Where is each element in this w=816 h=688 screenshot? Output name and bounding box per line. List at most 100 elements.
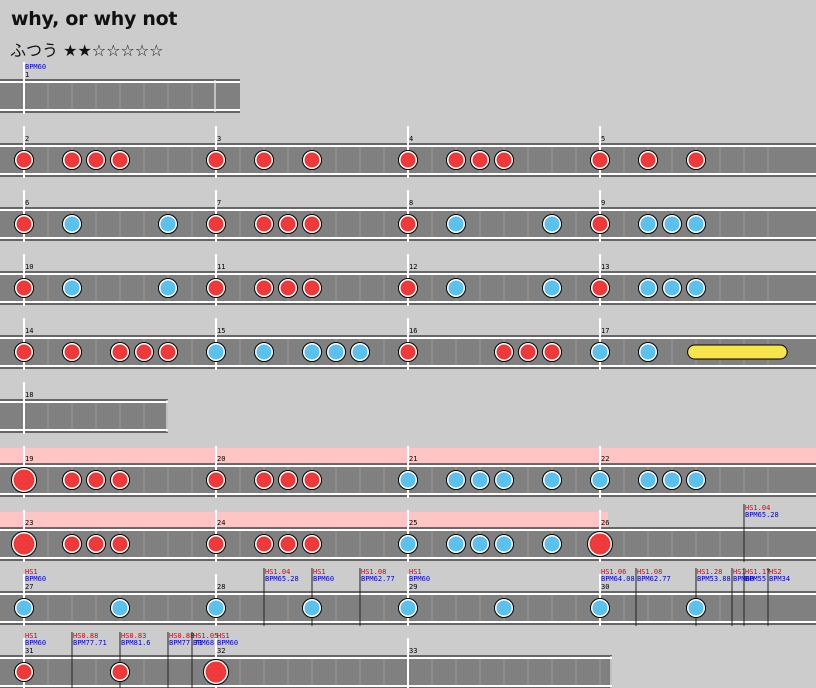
don-note [280,216,296,232]
don-note [16,152,32,168]
don-note [304,152,320,168]
ka-note [664,472,680,488]
bpm-label: BPM64.08 [601,575,635,583]
ka-note [592,600,608,616]
scroll-label: HS0.83 [121,632,146,640]
don-note [592,152,608,168]
chart-row: 2 3 4 5 [0,126,816,178]
ka-note [448,536,464,552]
measure-number: 8 [409,199,413,207]
measure-number: 33 [409,647,417,655]
measure-number: 21 [409,455,417,463]
scroll-label: HS1 [733,568,746,576]
ka-note [304,600,320,616]
difficulty-label: ふつう [10,41,59,60]
bpm-label: BPM55 [745,575,766,583]
bpm-label: BPM62.77 [361,575,395,583]
measure-number: 29 [409,583,417,591]
don-note [400,280,416,296]
ka-note [448,472,464,488]
scroll-label: HS1.05 [193,632,218,640]
don-note [400,344,416,360]
measure-number: 20 [217,455,225,463]
don-note [496,152,512,168]
scroll-label: HS1 [409,568,422,576]
measure-number: 14 [25,327,33,335]
don-note [688,152,704,168]
don-note [208,536,224,552]
measure-number: 22 [601,455,609,463]
scroll-label: HS1.08 [361,568,386,576]
ka-note [664,280,680,296]
don-note [304,280,320,296]
star-rating: ★★☆☆☆☆☆ [63,41,164,60]
measure-number: 6 [25,199,29,207]
don-note [304,472,320,488]
bigdon-note [205,661,227,683]
ka-note [208,600,224,616]
measure-number: 32 [217,647,225,655]
don-note [280,472,296,488]
don-note [256,280,272,296]
don-note [304,216,320,232]
chart-row: 19 20 21 22 [0,446,816,498]
difficulty-line: ふつう ★★☆☆☆☆☆ [10,37,164,61]
don-note [16,664,32,680]
scroll-label: HS1.06 [601,568,626,576]
chart-row: 18 [0,382,168,434]
ka-note [592,344,608,360]
ka-note [544,280,560,296]
chart-row: 10 11 12 13 [0,254,816,306]
bpm-label: BPM60 [25,63,46,71]
gogo-band [0,512,608,528]
ka-note [472,536,488,552]
bpm-label: BPM77.71 [73,639,107,647]
don-note [112,472,128,488]
ka-note [544,216,560,232]
ka-note [640,280,656,296]
measure-number: 4 [409,135,413,143]
measure-number: 26 [601,519,609,527]
don-note [64,344,80,360]
scroll-label: HS0.88 [169,632,194,640]
measure-number: 10 [25,263,33,271]
don-note [544,344,560,360]
don-note [88,536,104,552]
measure-number: 5 [601,135,605,143]
don-note [256,152,272,168]
bpm-label: BPM60 [25,575,46,583]
don-note [64,472,80,488]
don-note [64,152,80,168]
don-note [400,216,416,232]
don-note [592,216,608,232]
don-note [448,152,464,168]
ka-note [688,216,704,232]
don-note [520,344,536,360]
ka-note [160,280,176,296]
scroll-label: HS2 [769,568,782,576]
ka-note [400,472,416,488]
bpm-label: BPM65.28 [745,511,779,519]
don-note [208,472,224,488]
ka-note [640,216,656,232]
don-note [16,344,32,360]
don-note [592,280,608,296]
measure-number: 3 [217,135,221,143]
don-note [160,344,176,360]
ka-note [496,600,512,616]
don-note [112,152,128,168]
measure-number: 25 [409,519,417,527]
don-note [304,536,320,552]
ka-note [256,344,272,360]
don-note [208,216,224,232]
don-note [88,472,104,488]
don-note [16,216,32,232]
bpm-label: BPM81.6 [121,639,151,647]
scroll-label: HS1.08 [637,568,662,576]
measure-number: 23 [25,519,33,527]
bpm-label: BPM62.77 [637,575,671,583]
don-note [112,664,128,680]
ka-note [328,344,344,360]
don-note [256,472,272,488]
